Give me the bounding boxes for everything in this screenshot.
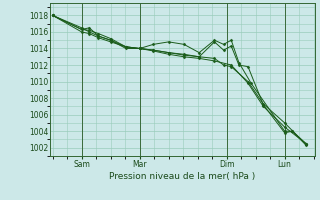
X-axis label: Pression niveau de la mer( hPa ): Pression niveau de la mer( hPa ) xyxy=(109,172,256,181)
